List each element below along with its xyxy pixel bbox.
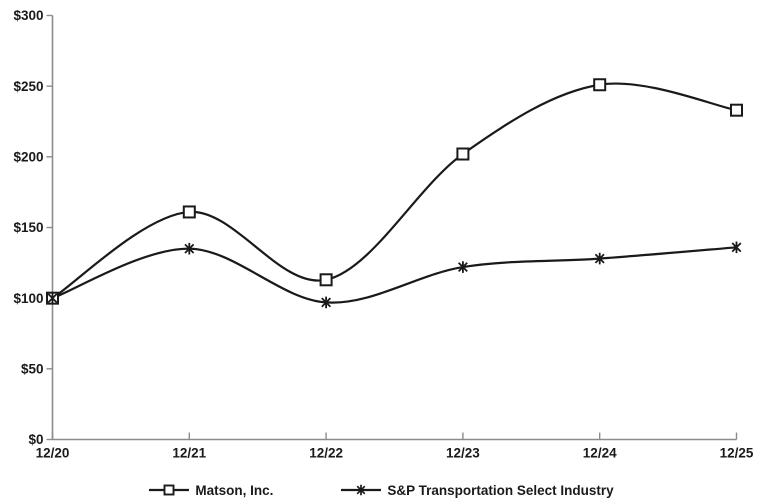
x-tick-label: 12/25 [720,446,754,461]
data-point-asterisk-marker [47,292,58,304]
y-tick-label: $150 [13,220,43,235]
legend-item-sp-transportation: S&P Transportation Select Industry [341,482,614,498]
chart-legend: Matson, Inc. S&P Transportation Select I… [0,482,763,498]
x-tick-label: 12/24 [583,446,617,461]
data-point-asterisk-marker [731,241,742,254]
data-point-square-marker [182,205,196,219]
x-tick-label: 12/22 [309,446,343,461]
data-point-asterisk-marker [457,261,468,273]
asterisk-marker-icon [341,484,382,496]
x-tick-label: 12/21 [172,446,206,461]
chart-plot-area: $0 $50 $100 $150 $200 $250 $300 12/20 12/21 12/22… [13,8,754,461]
series-line-0 [51,82,737,300]
data-point-square-marker [730,103,743,117]
x-tick-label: 12/20 [36,446,70,461]
legend-item-matson: Matson, Inc. [149,482,273,498]
data-point-square-marker [319,273,333,287]
y-tick-label: $50 [21,362,44,377]
open-square-marker-icon [149,484,190,496]
legend-label-matson: Matson, Inc. [195,482,274,498]
data-point-asterisk-marker [184,242,195,255]
legend-label-sp-transportation: S&P Transportation Select Industry [387,482,614,498]
data-point-asterisk-marker [594,252,605,265]
y-tick-label: $300 [13,8,43,23]
y-tick-label: $250 [13,79,43,94]
y-tick-label: $0 [28,432,43,447]
y-tick-label: $100 [13,291,43,306]
y-tick-label: $200 [13,150,43,165]
series-line-1 [52,246,737,304]
data-point-asterisk-marker [321,296,332,309]
data-point-square-marker [456,147,470,161]
data-point-square-marker [593,78,607,92]
x-tick-label: 12/23 [446,446,480,461]
